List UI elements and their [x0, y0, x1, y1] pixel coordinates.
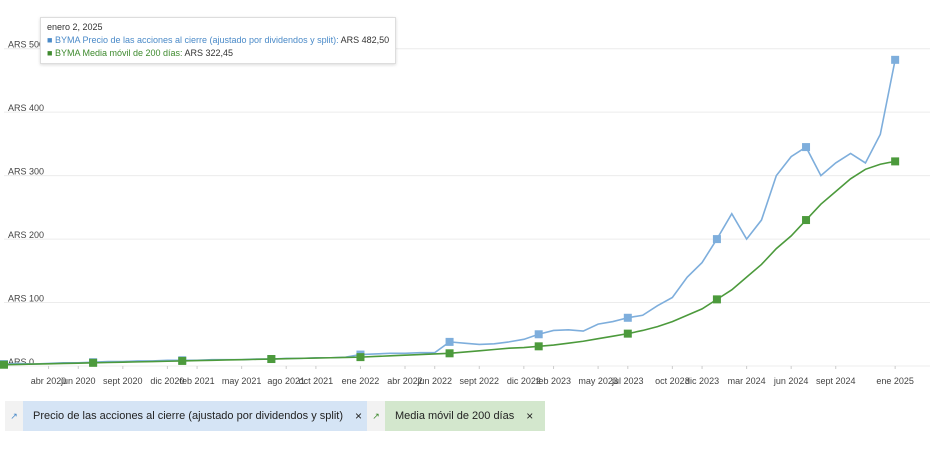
x-tick-label: mar 2024: [728, 376, 766, 386]
point-marker: [267, 355, 276, 364]
point-marker: [802, 143, 811, 152]
point-marker: [891, 55, 900, 64]
tooltip-text: BYMA Precio de las acciones al cierre (a…: [54, 35, 339, 45]
x-tick-label: jul 2023: [611, 376, 644, 386]
x-tick-label: jun 2024: [773, 376, 809, 386]
x-tick-label: oct 2023: [655, 376, 690, 386]
x-tick-label: abr 2020: [31, 376, 67, 386]
tooltip-date: enero 2, 2025: [47, 22, 103, 32]
x-tick-label: jun 2022: [416, 376, 452, 386]
tooltip-value: ARS 322,45: [184, 48, 234, 58]
point-marker: [534, 342, 543, 351]
x-tick-label: sept 2022: [460, 376, 500, 386]
x-tick-label: oct 2021: [299, 376, 334, 386]
x-tick-label: ene 2022: [342, 376, 380, 386]
remove-button[interactable]: ×: [355, 409, 363, 423]
x-tick-label: jun 2020: [60, 376, 96, 386]
y-tick-label: ARS 200: [8, 230, 44, 240]
point-marker: [623, 329, 632, 338]
series-line: [3, 59, 896, 365]
y-tick-label: ARS 100: [8, 294, 44, 304]
point-marker: [712, 295, 721, 304]
x-tick-label: sept 2024: [816, 376, 856, 386]
legend-chip[interactable]: Precio de las acciones al cierre (ajusta…: [23, 401, 375, 431]
x-tick-label: dic 2023: [685, 376, 719, 386]
tooltip-item: ■ BYMA Precio de las acciones al cierre …: [47, 35, 390, 45]
point-marker: [623, 313, 632, 322]
x-tick-label: dic 2020: [150, 376, 184, 386]
tooltip-value: ARS 482,50: [340, 35, 390, 45]
x-tick-label: feb 2023: [536, 376, 571, 386]
x-tick-label: abr 2022: [387, 376, 423, 386]
x-tick-label: may 2021: [222, 376, 262, 386]
legend-chip[interactable]: Media móvil de 200 días ×: [385, 401, 546, 431]
point-marker: [445, 337, 454, 346]
point-marker: [891, 157, 900, 166]
legend-icon: ↗: [367, 401, 385, 431]
x-tick-label: sept 2020: [103, 376, 143, 386]
legend-item[interactable]: ↗ Media móvil de 200 días ×: [367, 401, 546, 431]
tooltip: enero 2, 2025 ■ BYMA Precio de las accio…: [40, 17, 397, 64]
x-tick-label: ene 2025: [876, 376, 914, 386]
point-marker: [802, 216, 811, 225]
tooltip-text: BYMA Media móvil de 200 días:: [54, 48, 183, 58]
series-line: [3, 160, 896, 366]
y-tick-label: ARS 300: [8, 167, 44, 177]
legend-label: Precio de las acciones al cierre (ajusta…: [33, 410, 343, 422]
legend-item[interactable]: ↗ Precio de las acciones al cierre (ajus…: [5, 401, 375, 431]
point-marker: [178, 356, 187, 365]
x-tick-label: may 2023: [578, 376, 618, 386]
y-tick-label: ARS 400: [8, 103, 44, 113]
chart: ARS 0 ARS 100 ARS 200 ARS 300 ARS 400 ARS 500…: [0, 40, 930, 386]
point-marker: [712, 235, 721, 244]
point-marker: [89, 358, 98, 367]
legend-icon: ↗: [5, 401, 23, 431]
x-tick-label: ago 2021: [267, 376, 305, 386]
tooltip-item: ■ BYMA Media móvil de 200 días: ARS 322,…: [47, 48, 234, 58]
y-tick-label: ARS 500: [8, 40, 44, 50]
point-marker: [0, 360, 8, 369]
remove-button[interactable]: ×: [526, 409, 534, 423]
legend-label: Media móvil de 200 días: [395, 410, 515, 422]
point-marker: [356, 353, 365, 362]
x-tick-label: feb 2021: [180, 376, 215, 386]
y-tick-label: ARS 0: [8, 357, 34, 367]
point-marker: [445, 349, 454, 358]
point-marker: [534, 330, 543, 339]
x-tick-label: dic 2022: [507, 376, 541, 386]
